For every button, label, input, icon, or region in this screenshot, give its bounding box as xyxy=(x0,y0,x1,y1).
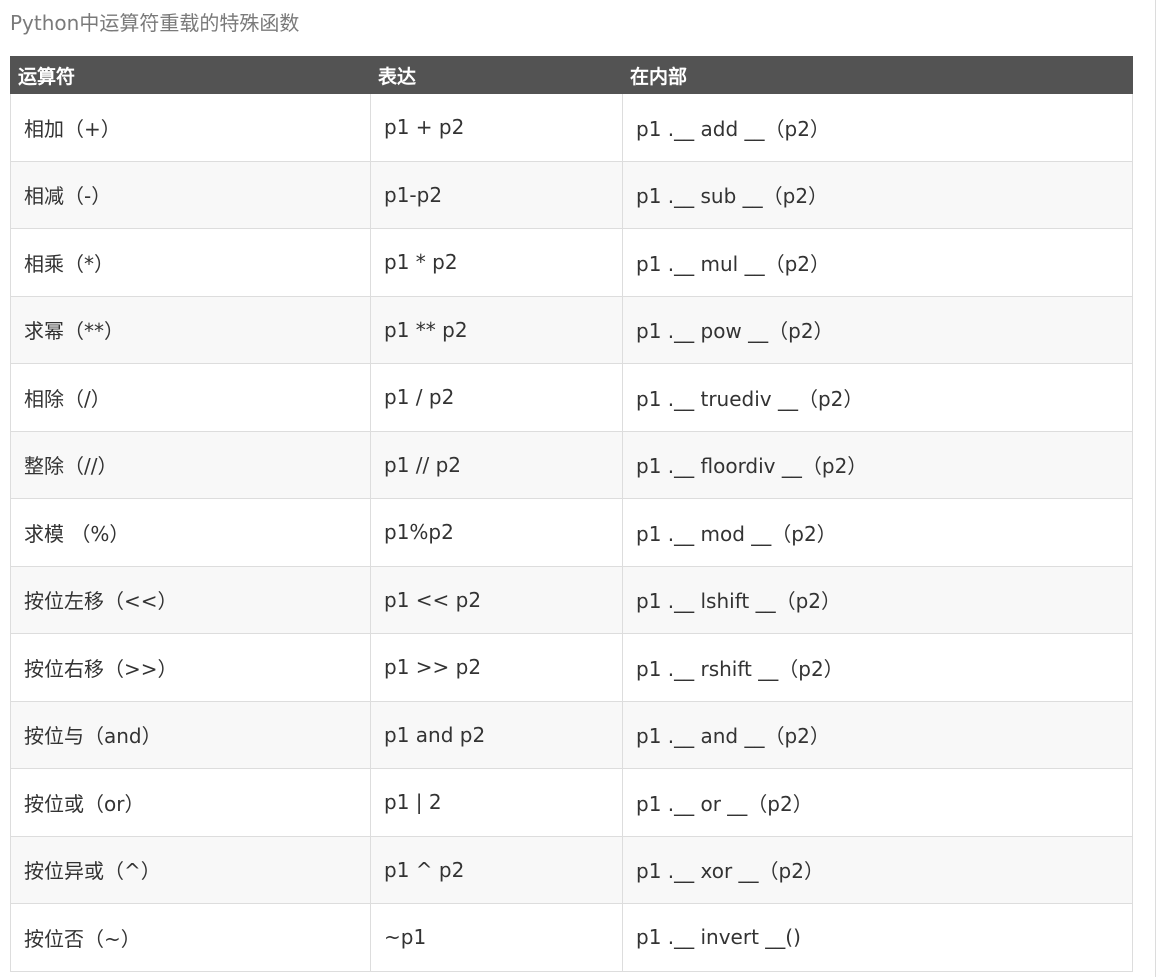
table-header: 运算符 表达 在内部 xyxy=(10,56,1133,94)
cell-expression: p1 ^ p2 xyxy=(370,835,623,904)
cell-internal: p1 .__ mod __（p2） xyxy=(622,498,1133,567)
cell-internal: p1 .__ pow __（p2） xyxy=(622,295,1133,364)
cell-operator: 按位异或（^） xyxy=(10,835,371,904)
table-row: 相除（/） p1 / p2 p1 .__ truediv __（p2） xyxy=(10,363,1133,432)
cell-operator: 相减（-） xyxy=(10,160,371,229)
cell-expression: p1 * p2 xyxy=(370,228,623,297)
cell-operator: 相加（+） xyxy=(10,93,371,162)
cell-operator: 相乘（*） xyxy=(10,228,371,297)
cell-internal: p1 .__ or __（p2） xyxy=(622,768,1133,837)
header-expression: 表达 xyxy=(370,56,623,94)
cell-operator: 按位或（or） xyxy=(10,768,371,837)
table-row: 按位右移（>>） p1 >> p2 p1 .__ rshift __（p2） xyxy=(10,633,1133,702)
table-row: 相减（-） p1-p2 p1 .__ sub __（p2） xyxy=(10,160,1133,229)
table-row: 求幂（**） p1 ** p2 p1 .__ pow __（p2） xyxy=(10,295,1133,364)
cell-expression: ~p1 xyxy=(370,903,623,972)
cell-internal: p1 .__ and __（p2） xyxy=(622,700,1133,769)
cell-expression: p1 | 2 xyxy=(370,768,623,837)
table-row: 按位异或（^） p1 ^ p2 p1 .__ xor __（p2） xyxy=(10,835,1133,904)
table-row: 按位或（or） p1 | 2 p1 .__ or __（p2） xyxy=(10,768,1133,837)
cell-expression: p1 >> p2 xyxy=(370,633,623,702)
cell-operator: 按位左移（<<） xyxy=(10,565,371,634)
cell-internal: p1 .__ lshift __（p2） xyxy=(622,565,1133,634)
table-row: 按位与（and） p1 and p2 p1 .__ and __（p2） xyxy=(10,700,1133,769)
cell-internal: p1 .__ floordiv __（p2） xyxy=(622,430,1133,499)
table-caption: Python中运算符重载的特殊函数 xyxy=(10,11,300,35)
cell-internal: p1 .__ xor __（p2） xyxy=(622,835,1133,904)
cell-operator: 按位与（and） xyxy=(10,700,371,769)
table-row: 按位否（~） ~p1 p1 .__ invert __() xyxy=(10,903,1133,972)
cell-expression: p1-p2 xyxy=(370,160,623,229)
cell-expression: p1 / p2 xyxy=(370,363,623,432)
cell-internal: p1 .__ mul __（p2） xyxy=(622,228,1133,297)
cell-expression: p1 // p2 xyxy=(370,430,623,499)
cell-operator: 按位右移（>>） xyxy=(10,633,371,702)
cell-operator: 按位否（~） xyxy=(10,903,371,972)
cell-operator: 求幂（**） xyxy=(10,295,371,364)
operator-overload-table: 运算符 表达 在内部 相加（+） p1 + p2 p1 .__ add __（p… xyxy=(10,56,1133,972)
cell-expression: p1 << p2 xyxy=(370,565,623,634)
table-row: 整除（//） p1 // p2 p1 .__ floordiv __（p2） xyxy=(10,430,1133,499)
table-row: 求模 （%） p1%p2 p1 .__ mod __（p2） xyxy=(10,498,1133,567)
table-body: 相加（+） p1 + p2 p1 .__ add __（p2） 相减（-） p1… xyxy=(10,93,1133,972)
table-row: 按位左移（<<） p1 << p2 p1 .__ lshift __（p2） xyxy=(10,565,1133,634)
table-row: 相乘（*） p1 * p2 p1 .__ mul __（p2） xyxy=(10,228,1133,297)
header-operator: 运算符 xyxy=(10,56,371,94)
cell-internal: p1 .__ invert __() xyxy=(622,903,1133,972)
cell-internal: p1 .__ sub __（p2） xyxy=(622,160,1133,229)
cell-expression: p1%p2 xyxy=(370,498,623,567)
cell-internal: p1 .__ rshift __（p2） xyxy=(622,633,1133,702)
header-internal: 在内部 xyxy=(622,56,1133,94)
cell-operator: 整除（//） xyxy=(10,430,371,499)
cell-operator: 求模 （%） xyxy=(10,498,371,567)
table-row: 相加（+） p1 + p2 p1 .__ add __（p2） xyxy=(10,93,1133,162)
cell-internal: p1 .__ add __（p2） xyxy=(622,93,1133,162)
cell-operator: 相除（/） xyxy=(10,363,371,432)
cell-expression: p1 + p2 xyxy=(370,93,623,162)
cell-expression: p1 and p2 xyxy=(370,700,623,769)
cell-expression: p1 ** p2 xyxy=(370,295,623,364)
cell-internal: p1 .__ truediv __（p2） xyxy=(622,363,1133,432)
header-row: 运算符 表达 在内部 xyxy=(10,56,1133,94)
page-edge-divider xyxy=(1155,0,1156,977)
